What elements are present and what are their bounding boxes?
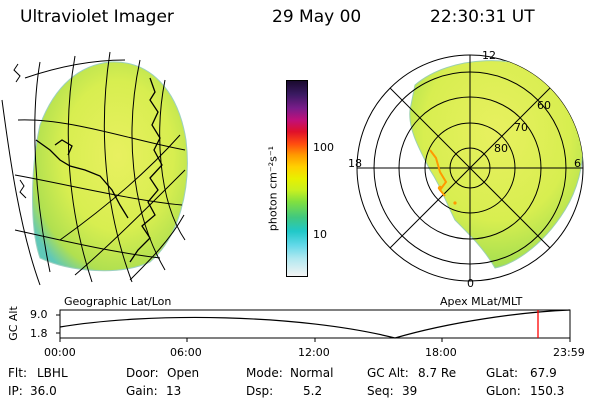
- header-date: 29 May 00: [272, 7, 362, 27]
- glat-value: 67.9: [530, 366, 557, 380]
- polar-caption: Apex MLat/MLT: [440, 295, 523, 308]
- timeline-xtick-2359: 23:59: [553, 346, 585, 359]
- altitude-curve: [59, 309, 571, 339]
- geographic-caption: Geographic Lat/Lon: [64, 295, 172, 308]
- dsp-label: Dsp:: [246, 384, 274, 398]
- timeline-xtick-1800: 18:00: [425, 346, 457, 359]
- header-time: 22:30:31 UT: [430, 7, 535, 27]
- seq-value: 39: [402, 384, 418, 398]
- lat-label-70: 70: [514, 121, 528, 134]
- geo-coastline: [35, 77, 163, 263]
- gcalt-value: 8.7 Re: [418, 366, 457, 380]
- geographic-map: [1, 51, 188, 286]
- gcalt-label: GC Alt:: [367, 366, 409, 380]
- mlt-label-18: 18: [348, 157, 362, 170]
- altitude-timeline: [56, 309, 571, 342]
- seq-label: Seq:: [367, 384, 394, 398]
- glat-label: GLat:: [486, 366, 519, 380]
- flt-label: Flt:: [8, 366, 27, 380]
- lat-label-60: 60: [537, 99, 551, 112]
- colorbar-unit-label: photon cm⁻²s⁻¹: [266, 145, 280, 232]
- gain-value: 13: [166, 384, 182, 398]
- timeline-ytick-bottom: 1.8: [30, 327, 48, 340]
- ip-label: IP:: [8, 384, 23, 398]
- colorbar-tick-10: 10: [313, 228, 327, 241]
- mlt-label-0: 0: [467, 277, 474, 290]
- timeline-xtick-0000: 00:00: [44, 346, 76, 359]
- gain-label: Gain:: [126, 384, 158, 398]
- intensity-colorbar: [286, 80, 308, 277]
- timeline-xtick-0600: 06:00: [170, 346, 202, 359]
- door-value: Open: [167, 366, 200, 380]
- dsp-value: 5.2: [303, 384, 323, 398]
- flt-value: LBHL: [37, 366, 68, 380]
- mlt-label-12: 12: [482, 49, 496, 62]
- lat-label-80: 80: [494, 142, 508, 155]
- timeline-ylabel: GC Alt: [6, 306, 20, 341]
- geo-emission-region: [32, 61, 188, 272]
- door-label: Door:: [126, 366, 159, 380]
- glon-value: 150.3: [530, 384, 565, 398]
- colorbar-tick-100: 100: [313, 141, 334, 154]
- polar-grid: [357, 55, 583, 281]
- timeline-xtick-1200: 12:00: [298, 346, 330, 359]
- app-title: Ultraviolet Imager: [20, 7, 174, 27]
- mode-value: Normal: [290, 366, 334, 380]
- mode-label: Mode:: [246, 366, 283, 380]
- glon-label: GLon:: [486, 384, 521, 398]
- polar-map: [356, 54, 584, 282]
- geo-grid: [1, 51, 186, 286]
- mlt-label-6: 6: [574, 157, 581, 170]
- timeline-ytick-top: 9.0: [30, 308, 48, 321]
- ip-value: 36.0: [30, 384, 57, 398]
